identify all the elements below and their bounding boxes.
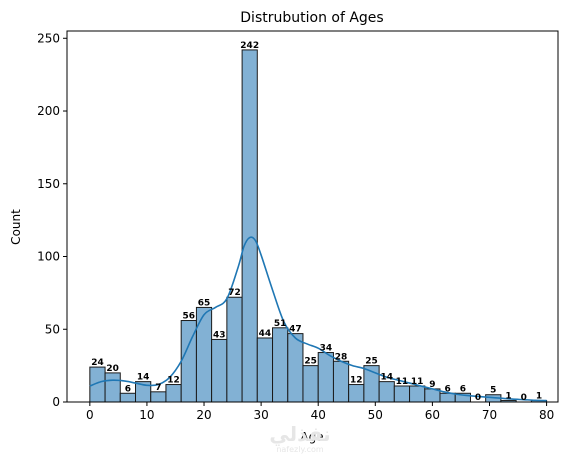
histogram-bar [211, 338, 228, 403]
bar-value-label: 12 [350, 376, 363, 386]
bar-value-label: 25 [365, 357, 378, 367]
kde-curve [89, 236, 547, 402]
y-axis-label: Count [9, 209, 23, 245]
histogram-bar [165, 384, 182, 403]
bar-value-label: 51 [274, 319, 287, 329]
x-tick-label: 80 [539, 408, 554, 422]
bar-value-label: 9 [429, 380, 435, 390]
bar-value-label: 28 [335, 352, 348, 362]
x-tick-label: 10 [139, 408, 154, 422]
y-tick-label: 100 [37, 250, 60, 264]
y-tick-label: 50 [45, 322, 60, 336]
x-tick-label: 70 [482, 408, 497, 422]
x-tick-label: 40 [311, 408, 326, 422]
bar-value-label: 47 [289, 325, 302, 335]
histogram-bar [393, 385, 411, 403]
histogram-bar [119, 392, 137, 403]
bar-value-label: 34 [320, 344, 333, 354]
x-tick-label: 50 [368, 408, 383, 422]
bar-value-label: 14 [137, 373, 150, 383]
histogram-bar [409, 385, 426, 403]
histogram-bar [226, 296, 243, 403]
histogram-bar [195, 306, 213, 403]
x-tick-label: 0 [86, 408, 94, 422]
bar-value-label: 6 [460, 384, 466, 394]
watermark-main-text: نفذلي [269, 422, 330, 447]
bars-layer [89, 49, 548, 403]
y-tick-label: 0 [52, 395, 60, 409]
bar-value-label: 25 [304, 357, 317, 367]
histogram-bar [241, 49, 258, 403]
bar-value-label: 72 [228, 288, 241, 298]
watermark-logo: نفذلي nafezly.com [269, 422, 330, 454]
bar-value-label: 0 [475, 393, 481, 403]
histogram-bar [317, 352, 334, 403]
bar-value-label: 5 [490, 386, 496, 396]
chart-title: Distrubution of Ages [240, 10, 383, 26]
bar-value-label: 65 [198, 298, 211, 308]
plot-frame [66, 30, 559, 403]
kde-layer [89, 236, 547, 402]
x-tick-label: 30 [253, 408, 268, 422]
histogram-bar [104, 372, 121, 403]
x-axis-label: Age [300, 430, 323, 444]
x-tick-label: 20 [196, 408, 211, 422]
histogram-bar [272, 327, 289, 403]
bar-value-label: 12 [167, 376, 180, 386]
bar-value-label: 14 [380, 373, 393, 383]
bar-value-label: 44 [259, 329, 272, 339]
histogram-bar [256, 337, 274, 403]
histogram-bar [287, 333, 304, 403]
histogram-bar [439, 392, 456, 403]
histogram-bar [332, 360, 350, 403]
bar-value-label: 11 [396, 377, 409, 387]
bar-value-label: 6 [125, 384, 131, 394]
histogram-bar [302, 365, 319, 403]
bar-value-label: 1 [505, 392, 511, 402]
bar-value-label: 56 [183, 312, 196, 322]
watermark-sub-text: nafezly.com [276, 445, 324, 454]
x-tick-label: 60 [425, 408, 440, 422]
histogram-bar [348, 384, 365, 403]
histogram-bar [378, 381, 395, 403]
y-tick-label: 200 [37, 104, 60, 118]
bar-value-label: 43 [213, 330, 226, 340]
bar-value-label: 6 [444, 384, 450, 394]
bar-value-label: 24 [91, 358, 104, 368]
y-tick-label: 150 [37, 177, 60, 191]
histogram-bar [150, 391, 167, 403]
bar-value-label: 0 [521, 393, 527, 403]
y-tick-label: 250 [37, 31, 60, 45]
bar-value-label: 7 [155, 383, 161, 393]
bar-value-label: 1 [536, 392, 542, 402]
bar-value-label: 11 [411, 377, 424, 387]
bar-value-label: 242 [240, 41, 259, 51]
bar-value-label: 20 [106, 364, 119, 374]
